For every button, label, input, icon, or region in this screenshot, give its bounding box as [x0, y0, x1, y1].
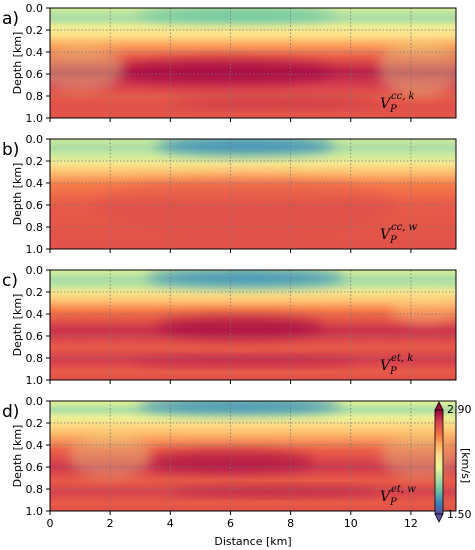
plot-frame	[49, 400, 457, 512]
panel-letter: a)	[2, 9, 19, 29]
y-tick-label: 0.2	[26, 155, 44, 168]
x-tick-label: 10	[344, 517, 358, 530]
panel-model-subscript: P	[389, 235, 397, 246]
y-axis-label: Depth [km]	[11, 32, 24, 95]
panel-c: c) 0.0 0.2 0.4 0.6 0.8 1.0 Depth [km] V Pet, k	[2, 264, 457, 387]
panel-model-subscript: P	[389, 104, 397, 115]
panel-a: a) 0.0 0.2 0.4 0.6 0.8 1.0 Depth [km] V Pcc, k	[2, 2, 457, 125]
velocity-anomaly	[137, 401, 342, 415]
y-tick-label: 0.2	[26, 417, 44, 430]
y-tick-label: 0.4	[26, 308, 44, 321]
y-axis-label: Depth [km]	[11, 425, 24, 488]
x-tick-label: 0	[47, 517, 54, 530]
y-tick-label: 0.0	[26, 395, 44, 408]
panel-model-label: V	[380, 96, 392, 112]
panel-d: d) 0.0 0.2 0.4 0.6 0.8 1.00 2 4 6 8 10 12 Depth [km]…	[2, 395, 457, 530]
y-tick-label: 0.8	[26, 483, 44, 496]
velocity-anomaly	[377, 41, 456, 96]
y-tick-label: 1.0	[26, 112, 44, 125]
panel-model-label: V	[380, 227, 392, 243]
colorbar-min-label: 1.50	[447, 508, 472, 521]
panel-model-superscript: et, k	[391, 353, 413, 364]
y-tick-label: 0.0	[26, 133, 44, 146]
y-axis-label: Depth [km]	[11, 163, 24, 226]
velocity-anomaly	[170, 96, 381, 107]
y-tick-label: 1.0	[26, 505, 44, 518]
plot-frame	[49, 269, 457, 381]
colorbar-min-extension	[434, 513, 444, 523]
colorbar-gradient	[434, 409, 444, 515]
plot-frame	[49, 138, 457, 250]
y-tick-label: 0.4	[26, 177, 44, 190]
panel-model-superscript: cc, k	[391, 91, 415, 102]
y-tick-label: 0.6	[26, 330, 44, 343]
colorbar: 2.90 1.50 [km/s]	[434, 401, 472, 523]
panel-letter: b)	[2, 140, 19, 160]
velocity-anomaly	[170, 486, 381, 496]
y-tick-label: 0.8	[26, 221, 44, 234]
y-tick-label: 0.6	[26, 68, 44, 81]
y-tick-label: 0.0	[26, 2, 44, 15]
y-tick-label: 0.6	[26, 461, 44, 474]
velocity-anomaly	[389, 292, 456, 325]
colorbar-max-label: 2.90	[447, 403, 472, 416]
panel-model-label: V	[380, 358, 392, 374]
x-tick-label: 12	[404, 517, 418, 530]
velocity-anomaly	[95, 177, 396, 233]
panel-letter: c)	[2, 271, 18, 291]
x-tick-label: 4	[167, 517, 174, 530]
y-tick-label: 0.8	[26, 352, 44, 365]
y-tick-label: 0.8	[26, 90, 44, 103]
panel-model-superscript: cc, w	[391, 222, 418, 233]
y-tick-label: 0.6	[26, 199, 44, 212]
y-tick-label: 0.4	[26, 46, 44, 59]
colorbar-unit-label: [km/s]	[459, 448, 472, 483]
x-tick-label: 8	[287, 517, 294, 530]
x-tick-label: 2	[107, 517, 114, 530]
velocity-anomaly	[137, 8, 336, 23]
panel-letter: d)	[2, 402, 19, 422]
plot-frame	[49, 7, 457, 119]
panel-model-superscript: et, w	[391, 484, 416, 495]
y-tick-label: 0.2	[26, 286, 44, 299]
y-axis-label: Depth [km]	[11, 294, 24, 357]
y-tick-label: 1.0	[26, 374, 44, 387]
colorbar-max-extension	[434, 401, 444, 411]
x-tick-label: 6	[227, 517, 234, 530]
velocity-anomaly	[50, 46, 126, 91]
velocity-anomaly	[116, 58, 333, 85]
y-tick-label: 0.4	[26, 439, 44, 452]
panel-b: b) 0.0 0.2 0.4 0.6 0.8 1.0 Depth [km] V Pcc, w	[2, 133, 457, 256]
velocity-anomaly	[131, 356, 360, 366]
y-tick-label: 0.2	[26, 24, 44, 37]
velocity-anomaly	[380, 434, 456, 478]
panel-model-label: V	[380, 489, 392, 505]
panel-model-subscript: P	[389, 366, 397, 377]
panel-model-subscript: P	[389, 497, 397, 508]
y-tick-label: 0.0	[26, 264, 44, 277]
velocity-anomaly	[155, 316, 324, 339]
x-axis-label: Distance [km]	[214, 535, 291, 548]
velocity-anomaly	[146, 270, 345, 287]
y-tick-label: 1.0	[26, 243, 44, 256]
